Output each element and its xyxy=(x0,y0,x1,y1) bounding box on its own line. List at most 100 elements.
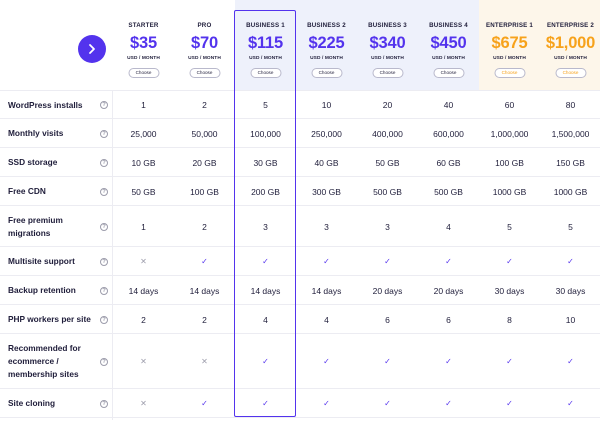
plan-price: $35 xyxy=(130,34,157,52)
choose-plan-button[interactable]: Choose xyxy=(433,68,464,78)
check-icon: ✓ xyxy=(201,398,208,408)
feature-row: Free CDN? 50 GB 100 GB 200 GB 300 GB 500 GB 50… xyxy=(0,176,600,205)
plan-column-starter: STARTER $35 USD / MONTH Choose xyxy=(113,10,174,90)
check-icon: ✓ xyxy=(506,398,513,408)
check-icon: ✓ xyxy=(201,256,208,266)
plan-price-unit: USD / MONTH xyxy=(188,56,221,61)
feature-row: Site cloning? ✕ ✓ ✓ ✓ ✓ ✓ ✓ ✓ xyxy=(0,388,600,417)
plan-price-unit: USD / MONTH xyxy=(432,56,465,61)
check-icon: ✓ xyxy=(323,356,330,366)
feature-value: 2 xyxy=(202,100,207,110)
plan-price: $675 xyxy=(491,34,528,52)
feature-value: 4 xyxy=(263,314,268,325)
plan-name: PRO xyxy=(197,22,212,29)
label-column-divider xyxy=(112,90,113,420)
help-icon[interactable]: ? xyxy=(100,286,108,295)
feature-value: 100 GB xyxy=(190,186,219,197)
plan-name: BUSINESS 3 xyxy=(368,22,407,29)
feature-value: 25,000 xyxy=(130,128,157,139)
check-icon: ✓ xyxy=(262,256,269,266)
feature-value: 3 xyxy=(324,221,329,232)
check-icon: ✓ xyxy=(506,256,513,266)
check-icon: ✓ xyxy=(567,256,574,266)
plan-price: $450 xyxy=(430,34,467,52)
help-icon[interactable]: ? xyxy=(100,129,108,138)
feature-label: Recommended for ecommerce / membership s… xyxy=(8,343,81,379)
plan-price-unit: USD / MONTH xyxy=(554,56,587,61)
help-icon[interactable]: ? xyxy=(100,357,108,366)
plans-header: STARTER $35 USD / MONTH Choose PRO $70 USD / M… xyxy=(0,0,600,90)
feature-value: 10 xyxy=(321,100,332,110)
plan-name: STARTER xyxy=(128,22,159,29)
feature-value: 50,000 xyxy=(191,128,218,139)
choose-plan-button[interactable]: Choose xyxy=(311,68,342,78)
feature-value: 500 GB xyxy=(434,186,463,197)
feature-row: Free premium migrations? 1 2 3 3 3 4 5 5 xyxy=(0,205,600,246)
feature-value: 6 xyxy=(446,314,451,325)
check-icon: ✓ xyxy=(323,256,330,266)
feature-value: 300 GB xyxy=(312,186,341,197)
plan-column-business-2: BUSINESS 2 $225 USD / MONTH Choose xyxy=(296,10,357,90)
help-icon[interactable]: ? xyxy=(100,101,108,109)
plan-price: $1,000 xyxy=(545,34,596,52)
help-icon[interactable]: ? xyxy=(100,257,108,266)
feature-row: SSD storage? 10 GB 20 GB 30 GB 40 GB 50 GB 60 … xyxy=(0,147,600,176)
feature-value: 20 days xyxy=(372,285,403,296)
cross-icon: ✕ xyxy=(140,398,147,408)
help-icon[interactable]: ? xyxy=(100,158,108,167)
cross-icon: ✕ xyxy=(140,256,147,266)
feature-value: 20 GB xyxy=(192,157,217,168)
check-icon: ✓ xyxy=(384,398,391,408)
feature-value: 400,000 xyxy=(372,128,403,139)
check-icon: ✓ xyxy=(567,356,574,366)
feature-value: 30 days xyxy=(494,285,525,296)
feature-value: 30 GB xyxy=(253,157,278,168)
check-icon: ✓ xyxy=(323,398,330,408)
feature-label: Free CDN xyxy=(8,186,46,196)
feature-label: Multisite support xyxy=(8,256,75,266)
feature-label: Site cloning xyxy=(8,398,56,408)
plan-column-enterprise-1: ENTERPRISE 1 $675 USD / MONTH Choose xyxy=(479,10,540,90)
help-icon[interactable]: ? xyxy=(100,399,108,408)
feature-value: 40 GB xyxy=(314,157,339,168)
plan-name: BUSINESS 4 xyxy=(429,22,468,29)
choose-plan-button[interactable]: Choose xyxy=(555,68,586,78)
feature-value: 5 xyxy=(263,100,268,110)
plan-name: ENTERPRISE 2 xyxy=(546,22,595,29)
check-icon: ✓ xyxy=(445,356,452,366)
feature-value: 500 GB xyxy=(373,186,402,197)
feature-value: 100 GB xyxy=(495,157,524,168)
choose-plan-button[interactable]: Choose xyxy=(250,68,281,78)
feature-row: Monthly visits? 25,000 50,000 100,000 250,00… xyxy=(0,118,600,147)
plan-price-unit: USD / MONTH xyxy=(371,56,404,61)
plan-price-unit: USD / MONTH xyxy=(127,56,160,61)
choose-plan-button[interactable]: Choose xyxy=(372,68,403,78)
plan-price: $225 xyxy=(308,34,345,52)
plan-column-enterprise-2: ENTERPRISE 2 $1,000 USD / MONTH Choose xyxy=(540,10,600,90)
help-icon[interactable]: ? xyxy=(100,315,108,324)
feature-value: 150 GB xyxy=(556,157,585,168)
feature-row: PHP workers per site? 2 2 4 4 6 6 8 10 xyxy=(0,304,600,333)
choose-plan-button[interactable]: Choose xyxy=(494,68,525,78)
choose-plan-button[interactable]: Choose xyxy=(128,68,159,78)
feature-value: 2 xyxy=(202,221,207,232)
plan-name: ENTERPRISE 1 xyxy=(485,22,534,29)
next-plans-button[interactable] xyxy=(78,35,106,63)
plan-column-business-1: BUSINESS 1 $115 USD / MONTH Choose xyxy=(235,10,296,90)
feature-value: 1 xyxy=(141,100,146,110)
feature-value: 3 xyxy=(385,221,390,232)
feature-value: 2 xyxy=(202,314,207,325)
feature-value: 4 xyxy=(324,314,329,325)
plan-price: $70 xyxy=(191,34,218,52)
choose-plan-button[interactable]: Choose xyxy=(189,68,220,78)
help-icon[interactable]: ? xyxy=(100,187,108,196)
plan-column-pro: PRO $70 USD / MONTH Choose xyxy=(174,10,235,90)
cross-icon: ✕ xyxy=(201,356,208,366)
help-icon[interactable]: ? xyxy=(100,222,108,231)
feature-label: SSD storage xyxy=(8,157,58,167)
feature-value: 50 GB xyxy=(375,157,400,168)
plan-price-unit: USD / MONTH xyxy=(493,56,526,61)
check-icon: ✓ xyxy=(445,256,452,266)
feature-value: 1,000,000 xyxy=(490,128,529,139)
plan-price-unit: USD / MONTH xyxy=(249,56,282,61)
